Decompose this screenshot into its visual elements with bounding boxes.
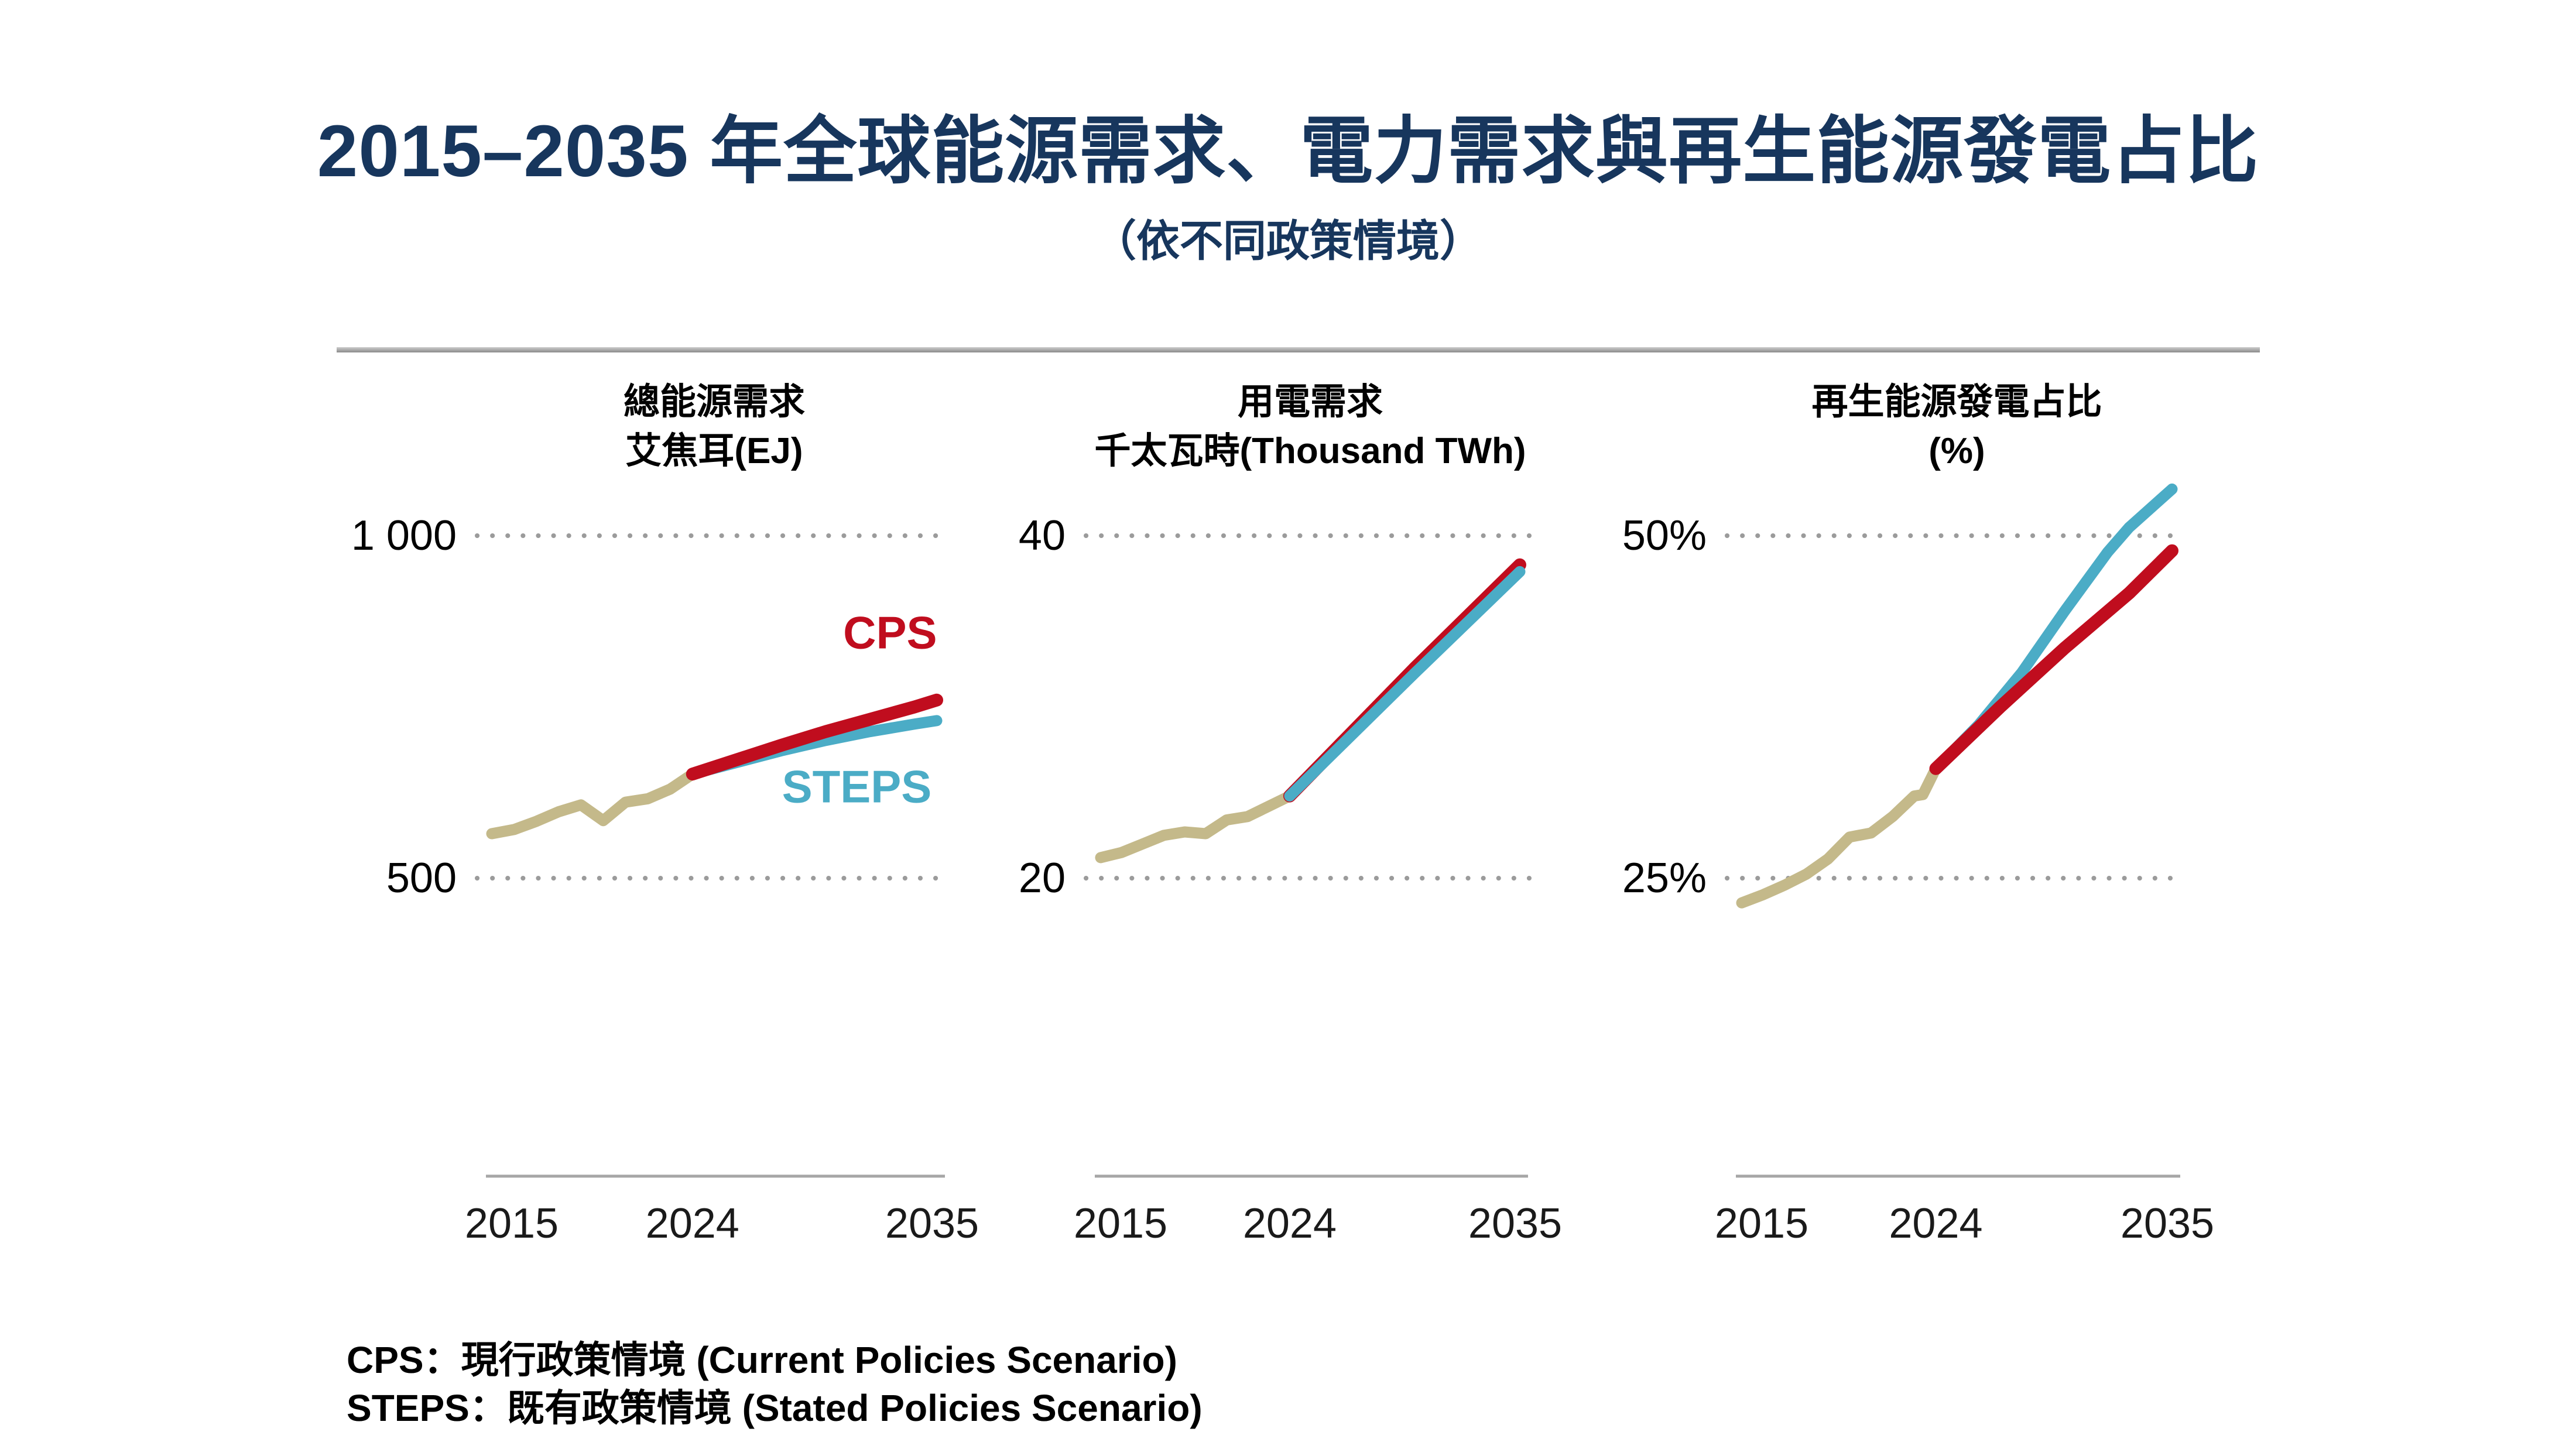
- legend-steps-definition: STEPS：既有政策情境 (Stated Policies Scenario): [347, 1387, 1203, 1429]
- panel1-tick-500: 500: [386, 855, 457, 902]
- panel1-year-2015: 2015: [464, 1200, 559, 1247]
- panel3-series-historical: [1736, 763, 1941, 909]
- page-subtitle: （依不同政策情境）: [1093, 217, 1483, 265]
- panel2-title: 用電需求千太瓦時(Thousand TWh): [988, 378, 1632, 476]
- panel1-label-steps: STEPS: [782, 761, 932, 813]
- panel1-tick-1000: 1 000: [351, 512, 457, 559]
- panel2-year-2015: 2015: [1073, 1200, 1168, 1247]
- page-title: 2015–2035 年全球能源需求、電力需求與再生能源發電占比: [317, 111, 2259, 192]
- panel3-title-line1: 再生能源發電占比: [1811, 382, 2102, 422]
- panel3-year-2015: 2015: [1714, 1200, 1809, 1247]
- panel3-year-2024: 2024: [1889, 1200, 1983, 1247]
- panel1-series-historical: [486, 768, 698, 840]
- divider-line: [337, 347, 2260, 352]
- legend: CPS：現行政策情境 (Current Policies Scenario) S…: [347, 1336, 1203, 1432]
- panel2-series-steps: [1284, 566, 1526, 802]
- panel1-series-cps: [686, 693, 943, 781]
- panel3-series-cps: [1929, 544, 2178, 775]
- panel1-title-line1: 總能源需求: [623, 382, 805, 422]
- panel3-tick-50: 50%: [1622, 512, 1707, 559]
- panel1-year-2035: 2035: [885, 1200, 979, 1247]
- legend-cps-definition: CPS：現行政策情境 (Current Policies Scenario): [347, 1339, 1177, 1381]
- panel2-tick-40: 40: [1018, 512, 1066, 559]
- panel2-tick-20: 20: [1018, 855, 1066, 902]
- panel1-title-line2: 艾焦耳(EJ): [625, 431, 803, 471]
- panel2-title-line1: 用電需求: [1237, 382, 1383, 422]
- panel2-year-2024: 2024: [1242, 1200, 1337, 1247]
- panel3-title: 再生能源發電占比 (%): [1635, 378, 2279, 476]
- panel2-year-2035: 2035: [1468, 1200, 1563, 1247]
- panel3-title-line2: (%): [1928, 431, 1985, 471]
- panel2-series-historical: [1095, 790, 1296, 864]
- panel3-tick-25: 25%: [1622, 855, 1707, 902]
- panel2-title-line2: 千太瓦時(Thousand TWh): [1094, 431, 1526, 471]
- panel1-label-cps: CPS: [843, 607, 937, 659]
- panel3-year-2035: 2035: [2120, 1200, 2215, 1247]
- panel1-year-2024: 2024: [645, 1200, 739, 1247]
- panel1-title: 總能源需求艾焦耳(EJ): [392, 378, 1036, 476]
